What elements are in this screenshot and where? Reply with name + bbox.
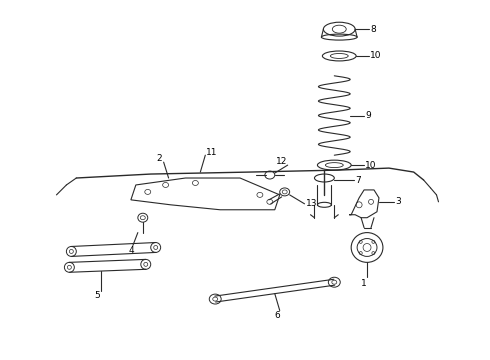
- Text: 12: 12: [276, 157, 287, 166]
- Text: 13: 13: [306, 199, 317, 208]
- Text: 1: 1: [361, 279, 367, 288]
- Text: 9: 9: [365, 111, 371, 120]
- Text: 5: 5: [94, 291, 100, 300]
- Text: 11: 11: [206, 148, 218, 157]
- Text: 10: 10: [370, 51, 382, 60]
- Text: 2: 2: [157, 154, 162, 163]
- Text: 3: 3: [395, 197, 401, 206]
- Text: 8: 8: [370, 25, 376, 34]
- Text: 10: 10: [365, 161, 377, 170]
- Text: 6: 6: [275, 311, 281, 320]
- Text: 7: 7: [355, 176, 361, 185]
- Text: 4: 4: [129, 246, 135, 255]
